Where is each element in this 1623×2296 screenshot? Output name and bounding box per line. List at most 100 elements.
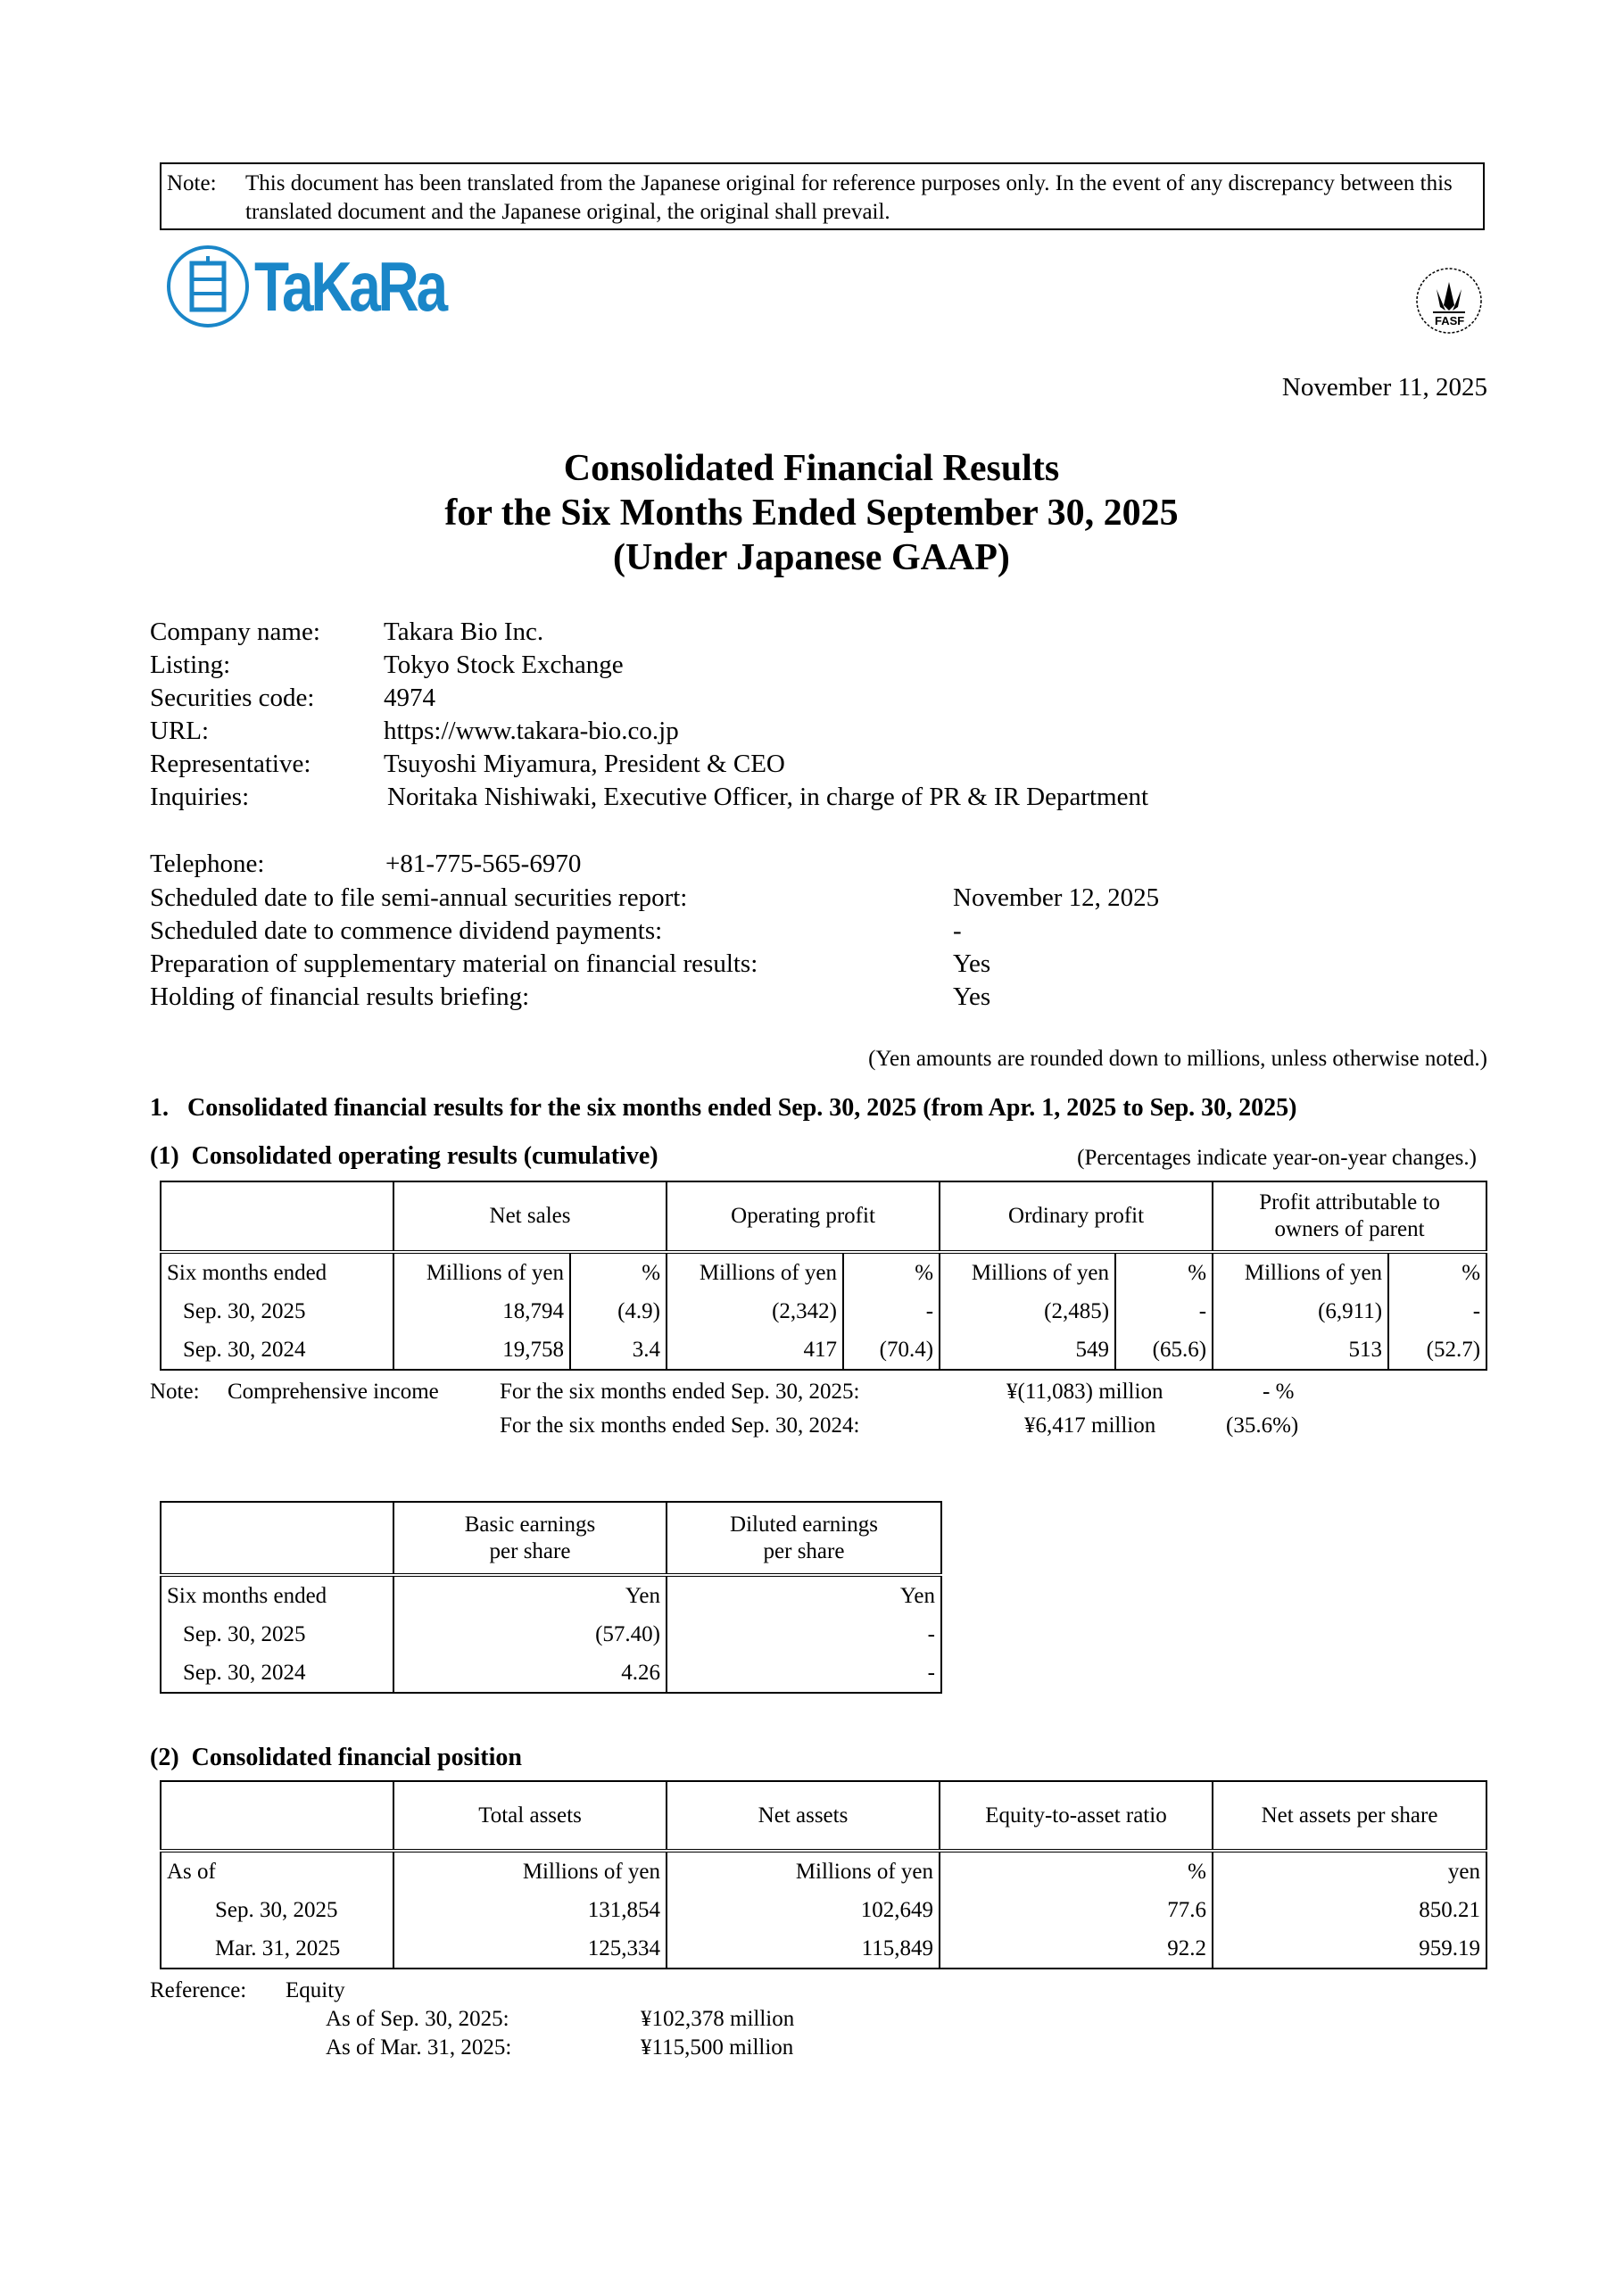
cell: 959.19	[1212, 1929, 1487, 1969]
cell: Millions of yen	[666, 1851, 940, 1891]
cell: %	[1114, 1252, 1214, 1292]
header-profit-owners: Profit attributable to owners of parent	[1212, 1181, 1488, 1254]
cell: Millions of yen	[393, 1851, 667, 1891]
table-row: Sep. 30, 2024 4.26 -	[160, 1654, 942, 1694]
cell: %	[842, 1252, 941, 1292]
header-empty	[160, 1181, 394, 1254]
takara-emblem-icon	[167, 245, 249, 327]
cell: Millions of yen	[666, 1252, 845, 1292]
header-net-assets: Net assets	[666, 1780, 940, 1853]
inquiries-value: Noritaka Nishiwaki, Executive Officer, i…	[387, 783, 1149, 811]
cell: (2,485)	[939, 1292, 1117, 1330]
company-name-value: Takara Bio Inc.	[384, 618, 544, 646]
cell: -	[666, 1654, 942, 1694]
table-row: Sep. 30, 2024 19,758 3.4 417 (70.4) 549 …	[160, 1330, 1488, 1371]
cell: Six months ended	[160, 1575, 394, 1615]
cell: -	[842, 1292, 941, 1330]
equity-sep-value: ¥102,378 million	[641, 2007, 795, 2031]
company-name-label: Company name:	[150, 618, 320, 646]
logo-text: TaKaRa	[254, 247, 448, 326]
cell: Yen	[393, 1575, 667, 1615]
url-label: URL:	[150, 717, 210, 745]
operating-results-heading: (1) Consolidated operating results (cumu…	[150, 1142, 658, 1170]
dividend-date-label: Scheduled date to commence dividend paym…	[150, 916, 663, 945]
table-row: Mar. 31, 2025 125,334 115,849 92.2 959.1…	[160, 1929, 1487, 1969]
cell: 125,334	[393, 1929, 667, 1969]
cell: -	[1387, 1292, 1488, 1330]
table-row: Sep. 30, 2025 18,794 (4.9) (2,342) - (2,…	[160, 1292, 1488, 1330]
cell: (57.40)	[393, 1615, 667, 1654]
cell: Yen	[666, 1575, 942, 1615]
header-operating-profit: Operating profit	[666, 1181, 941, 1254]
title-line-3: (Under Japanese GAAP)	[613, 537, 1010, 578]
representative-label: Representative:	[150, 750, 311, 778]
ci-pct-2025: - %	[1263, 1380, 1295, 1404]
cell: 850.21	[1212, 1891, 1487, 1929]
cell: %	[568, 1252, 668, 1292]
header-net-sales: Net sales	[392, 1181, 668, 1254]
title-line-2: for the Six Months Ended September 30, 2…	[444, 493, 1179, 534]
table-header-row: Basic earnings per share Diluted earning…	[160, 1501, 942, 1577]
listing-label: Listing:	[150, 651, 231, 679]
cell: Mar. 31, 2025	[160, 1929, 394, 1969]
translation-note: Note: This document has been translated …	[160, 162, 1485, 230]
fasf-mark: FASF	[1413, 266, 1485, 336]
cell: 417	[666, 1330, 845, 1371]
securities-code-label: Securities code:	[150, 684, 315, 712]
document-title: Consolidated Financial Results for the S…	[0, 446, 1623, 580]
supplementary-material-label: Preparation of supplementary material on…	[150, 949, 758, 978]
cell: yen	[1212, 1851, 1487, 1891]
financial-position-heading: (2) Consolidated financial position	[150, 1744, 522, 1771]
cell: (65.6)	[1114, 1330, 1214, 1371]
briefing-label: Holding of financial results briefing:	[150, 982, 530, 1011]
fasf-text: FASF	[1435, 314, 1465, 327]
unit-row: Six months ended Millions of yen % Milli…	[160, 1252, 1488, 1292]
document-date: November 11, 2025	[1281, 373, 1487, 402]
reference-item: Equity	[286, 1978, 345, 2002]
table-row: Sep. 30, 2025 131,854 102,649 77.6 850.2…	[160, 1891, 1487, 1929]
ci-item: Comprehensive income	[228, 1380, 439, 1404]
ci-period-2025: For the six months ended Sep. 30, 2025:	[500, 1380, 860, 1404]
equity-mar-label: As of Mar. 31, 2025:	[326, 2035, 512, 2060]
ci-pct-2024: (35.6%)	[1226, 1413, 1299, 1438]
fasf-emblem-icon	[1416, 268, 1482, 334]
cell: -	[666, 1615, 942, 1654]
cell: (6,911)	[1212, 1292, 1390, 1330]
cell: (52.7)	[1387, 1330, 1488, 1371]
ci-amount-2025: ¥(11,083) million	[1006, 1380, 1163, 1404]
ci-note-label: Note:	[150, 1380, 200, 1404]
cell: 115,849	[666, 1929, 940, 1969]
header-equity-ratio: Equity-to-asset ratio	[939, 1780, 1213, 1853]
unit-row: As of Millions of yen Millions of yen % …	[160, 1851, 1487, 1891]
header-empty	[160, 1501, 394, 1577]
note-label: Note:	[167, 171, 217, 195]
inquiries-label: Inquiries:	[150, 783, 250, 811]
equity-mar-value: ¥115,500 million	[641, 2035, 794, 2060]
header-net-assets-per-share: Net assets per share	[1212, 1780, 1487, 1853]
cell: Six months ended	[160, 1252, 394, 1292]
cell: (4.9)	[568, 1292, 668, 1330]
cell: 102,649	[666, 1891, 940, 1929]
cell: Sep. 30, 2025	[160, 1615, 394, 1654]
url-value[interactable]: https://www.takara-bio.co.jp	[384, 717, 679, 745]
takara-logo: TaKaRa	[165, 244, 448, 329]
representative-value: Tsuyoshi Miyamura, President & CEO	[384, 750, 785, 778]
ci-amount-2024: ¥6,417 million	[1024, 1413, 1156, 1438]
cell: (2,342)	[666, 1292, 845, 1330]
unit-row: Six months ended Yen Yen	[160, 1575, 942, 1615]
cell: 3.4	[568, 1330, 668, 1371]
cell: 549	[939, 1330, 1117, 1371]
table-header-row: Net sales Operating profit Ordinary prof…	[160, 1181, 1488, 1254]
ci-period-2024: For the six months ended Sep. 30, 2024:	[500, 1413, 860, 1438]
section-1-heading: 1. Consolidated financial results for th…	[150, 1094, 1297, 1122]
listing-value: Tokyo Stock Exchange	[384, 651, 624, 679]
title-line-1: Consolidated Financial Results	[563, 448, 1060, 489]
eps-table: Basic earnings per share Diluted earning…	[160, 1501, 942, 1694]
cell: 131,854	[393, 1891, 667, 1929]
telephone-label: Telephone:	[150, 850, 265, 878]
cell: Sep. 30, 2024	[160, 1654, 394, 1694]
financial-position-table: Total assets Net assets Equity-to-asset …	[160, 1780, 1487, 1969]
cell: Millions of yen	[1212, 1252, 1390, 1292]
cell: 18,794	[393, 1292, 571, 1330]
semiannual-report-value: November 12, 2025	[953, 883, 1160, 912]
